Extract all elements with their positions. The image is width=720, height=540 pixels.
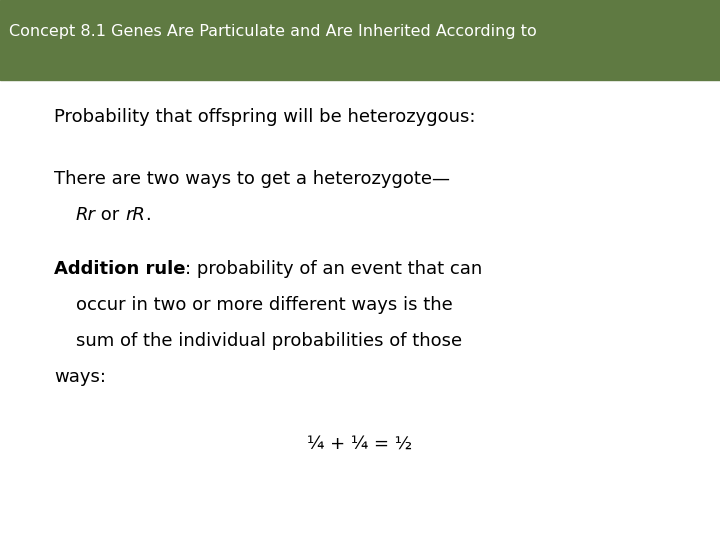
Text: There are two ways to get a heterozygote—: There are two ways to get a heterozygote…: [54, 170, 450, 188]
Text: Concept 8.1 Genes Are Particulate and Are Inherited According to: Concept 8.1 Genes Are Particulate and Ar…: [9, 24, 537, 39]
Text: occur in two or more different ways is the: occur in two or more different ways is t…: [76, 296, 452, 314]
Text: sum of the individual probabilities of those: sum of the individual probabilities of t…: [76, 332, 462, 349]
Text: .: .: [145, 206, 151, 224]
Text: Probability that offspring will be heterozygous:: Probability that offspring will be heter…: [54, 108, 475, 126]
Text: : probability of an event that can: : probability of an event that can: [186, 260, 482, 278]
Text: ways:: ways:: [54, 368, 106, 386]
Text: ¼ + ¼ = ½: ¼ + ¼ = ½: [307, 435, 413, 453]
Text: or: or: [96, 206, 125, 224]
Text: rR: rR: [125, 206, 145, 224]
Text: Mendel’s Laws: Mendel’s Laws: [9, 140, 142, 156]
Text: Addition rule: Addition rule: [54, 260, 186, 278]
Text: Rr: Rr: [76, 206, 96, 224]
Bar: [0, 0, 720, 80]
